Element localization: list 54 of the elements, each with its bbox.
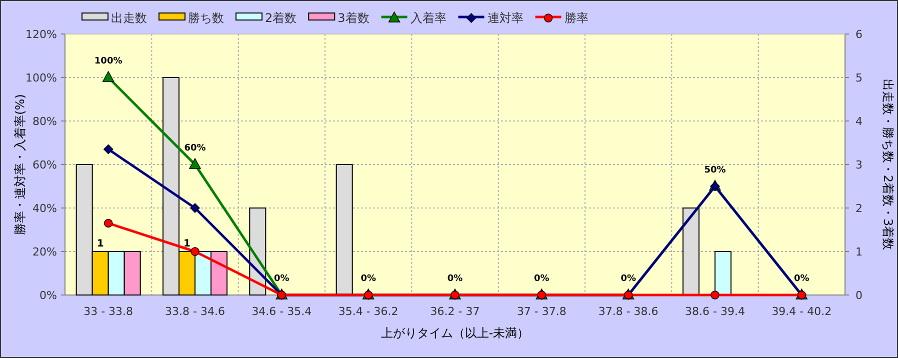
x-tick-label: 33.8 - 34.6 — [165, 305, 225, 318]
x-tick-label: 36.2 - 37 — [430, 305, 480, 318]
y2-tick-label: 0 — [856, 289, 862, 302]
data-label: 0% — [447, 274, 463, 284]
data-label: 1 — [96, 238, 104, 250]
y-tick-label: 40% — [32, 202, 57, 215]
data-label: 0% — [274, 274, 290, 284]
x-tick-label: 33 - 33.8 — [84, 305, 134, 318]
data-label: 50% — [704, 165, 726, 176]
legend-label: 入着率 — [410, 11, 446, 25]
legend-label: 3着数 — [338, 11, 370, 25]
data-label: 0% — [534, 274, 550, 284]
y2-tick-label: 5 — [856, 72, 862, 84]
x-tick-label: 34.6 - 35.4 — [252, 305, 312, 318]
legend-label: 2着数 — [265, 11, 297, 25]
bar — [336, 164, 353, 296]
y-tick-label: 60% — [32, 158, 57, 172]
y2-tick-label: 6 — [856, 28, 862, 41]
bar — [714, 251, 732, 296]
y-tick-label: 120% — [26, 28, 57, 41]
point — [190, 247, 200, 256]
x-tick-label: 39.4 - 40.2 — [772, 305, 832, 318]
x-tick-label: 35.4 - 36.2 — [338, 305, 398, 318]
point — [103, 144, 114, 154]
data-label: 60% — [184, 144, 206, 154]
bar — [682, 208, 700, 296]
y2-axis-title: 出走数・勝ち数・2着数・3着数 — [881, 78, 895, 250]
point — [104, 218, 113, 228]
y-tick-label: 80% — [32, 115, 57, 128]
y-axis-title: 勝率・連対率・入着率(%) — [13, 94, 27, 235]
y2-tick-label: 1 — [856, 246, 862, 258]
y-tick-label: 0% — [40, 289, 57, 302]
y2-tick-label: 4 — [856, 115, 862, 128]
data-label: 0% — [620, 274, 636, 284]
legend-label: 出走数 — [111, 11, 147, 25]
y2-tick-label: 3 — [856, 158, 862, 172]
y-tick-label: 20% — [32, 246, 57, 258]
point — [190, 203, 200, 213]
data-label: 0% — [360, 274, 376, 284]
point — [710, 290, 720, 300]
point — [102, 71, 114, 82]
x-tick-label: 37.8 - 38.6 — [598, 305, 658, 318]
x-tick-label: 37 - 37.8 — [516, 305, 566, 318]
legend-label: 勝率 — [564, 11, 588, 25]
legend-label: 連対率 — [487, 11, 524, 25]
x-axis-title: 上がりタイム（以上-未満） — [380, 326, 530, 340]
x-tick-label: 38.6 - 39.4 — [685, 305, 745, 318]
legend-label: 勝ち数 — [188, 11, 224, 25]
data-label: 1 — [184, 238, 191, 250]
y2-tick-label: 2 — [856, 202, 862, 215]
y-tick-label: 100% — [26, 72, 57, 84]
point — [189, 158, 201, 169]
data-label: 0% — [794, 274, 810, 284]
data-label: 100% — [94, 56, 122, 66]
